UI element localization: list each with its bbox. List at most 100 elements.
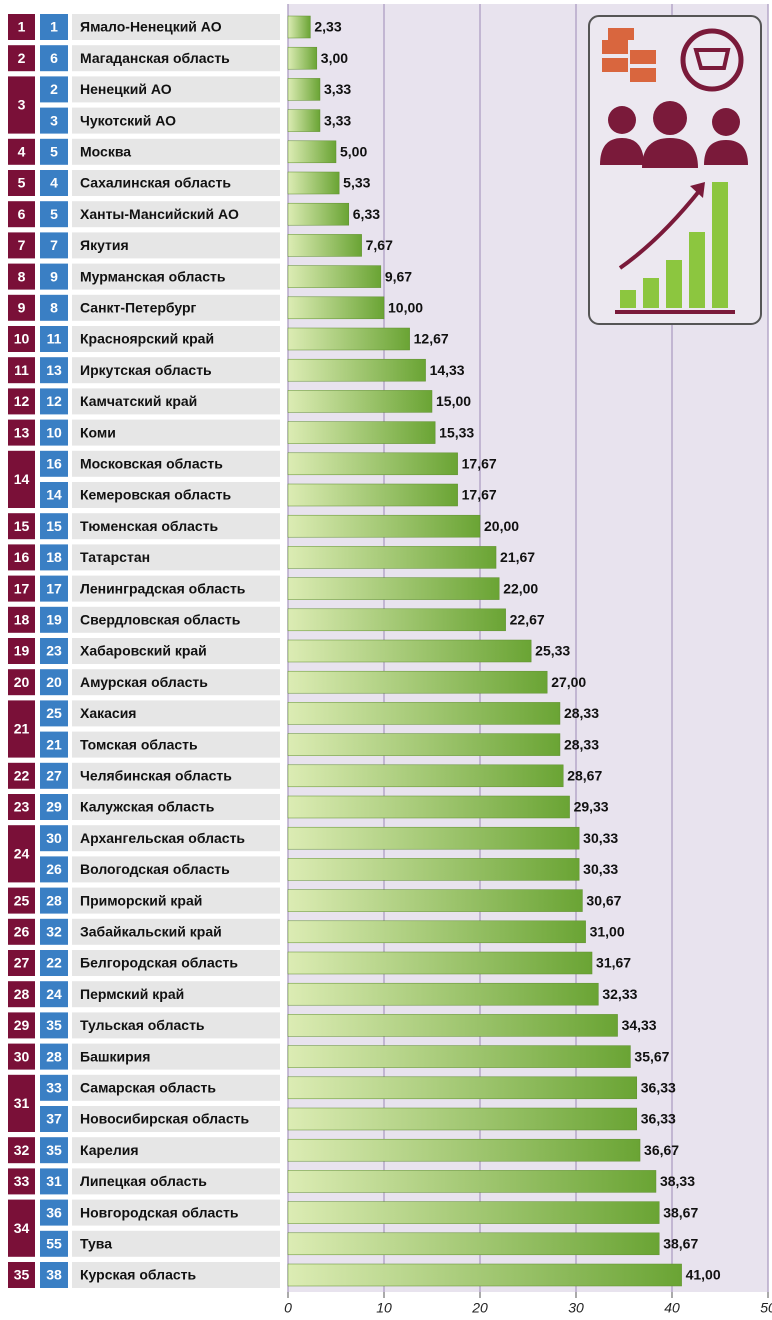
category-label: Камчатский край [80, 393, 197, 409]
value-label: 38,67 [663, 1236, 698, 1252]
value-label: 7,67 [366, 237, 393, 253]
category-label: Сахалинская область [80, 175, 231, 191]
bar [288, 1139, 640, 1161]
value-label: 25,33 [535, 643, 570, 659]
previous-rank: 24 [46, 986, 62, 1002]
value-label: 28,67 [567, 768, 602, 784]
rank: 31 [14, 1095, 30, 1111]
x-tick-label: 20 [471, 1300, 488, 1316]
category-label: Магаданская область [80, 50, 230, 66]
value-label: 10,00 [388, 300, 423, 316]
bar [288, 796, 570, 818]
previous-rank: 38 [46, 1267, 62, 1283]
bar [288, 16, 310, 38]
previous-rank: 27 [46, 768, 62, 784]
previous-rank: 18 [46, 549, 62, 565]
previous-rank: 23 [46, 643, 62, 659]
value-label: 22,67 [510, 612, 545, 628]
category-label: Тува [80, 1236, 112, 1252]
previous-rank: 8 [50, 300, 58, 316]
previous-rank: 22 [46, 955, 62, 971]
category-label: Курская область [80, 1267, 197, 1283]
x-tick-label: 30 [568, 1300, 584, 1316]
rank: 2 [18, 50, 26, 66]
previous-rank: 9 [50, 268, 58, 284]
category-label: Пермский край [80, 986, 184, 1002]
value-label: 14,33 [430, 362, 465, 378]
value-label: 38,33 [660, 1173, 695, 1189]
rank: 10 [14, 331, 30, 347]
value-label: 12,67 [414, 331, 449, 347]
value-label: 36,67 [644, 1142, 679, 1158]
previous-rank: 36 [46, 1204, 62, 1220]
category-label: Тульская область [80, 1017, 205, 1033]
rank: 12 [14, 393, 30, 409]
rank: 34 [14, 1220, 30, 1236]
bar [288, 578, 499, 600]
previous-rank: 31 [46, 1173, 62, 1189]
previous-rank: 15 [46, 518, 62, 534]
value-label: 9,67 [385, 268, 412, 284]
rank: 18 [14, 612, 30, 628]
rank: 23 [14, 799, 30, 815]
rank: 19 [14, 643, 30, 659]
bar [288, 141, 336, 163]
previous-rank: 3 [50, 112, 58, 128]
bar [288, 546, 496, 568]
rank: 32 [14, 1142, 30, 1158]
value-label: 31,00 [590, 924, 625, 940]
previous-rank: 25 [46, 705, 62, 721]
category-label: Амурская область [80, 674, 208, 690]
bar [288, 765, 563, 787]
value-label: 3,00 [321, 50, 348, 66]
previous-rank: 33 [46, 1080, 62, 1096]
value-label: 30,67 [586, 892, 621, 908]
value-label: 36,33 [641, 1111, 676, 1127]
value-label: 3,33 [324, 112, 351, 128]
bar [288, 1264, 682, 1286]
previous-rank: 16 [46, 456, 62, 472]
previous-rank: 5 [50, 206, 58, 222]
value-label: 41,00 [686, 1267, 721, 1283]
previous-rank: 14 [46, 487, 62, 503]
category-label: Якутия [80, 237, 129, 253]
rank: 25 [14, 892, 30, 908]
bar [288, 328, 410, 350]
previous-rank: 11 [47, 331, 62, 347]
x-tick-label: 0 [284, 1300, 292, 1316]
chart: 01020304050 1234567891011121314151617181… [0, 0, 772, 1320]
category-label: Хакасия [80, 705, 136, 721]
rank: 28 [14, 986, 30, 1002]
value-label: 6,33 [353, 206, 380, 222]
rank: 20 [14, 674, 30, 690]
previous-rank: 5 [50, 144, 58, 160]
bar [288, 297, 384, 319]
rank: 22 [14, 768, 30, 784]
category-label: Забайкальский край [80, 924, 222, 940]
category-label: Ямало-Ненецкий АО [80, 19, 222, 35]
previous-rank: 20 [46, 674, 62, 690]
bar [288, 484, 458, 506]
category-label: Ленинградская область [80, 580, 246, 596]
category-label: Новгородская область [80, 1204, 239, 1220]
rank: 13 [14, 424, 30, 440]
category-label: Санкт-Петербург [80, 300, 197, 316]
category-label: Хабаровский край [80, 643, 207, 659]
value-label: 31,67 [596, 955, 631, 971]
category-label: Самарская область [80, 1080, 216, 1096]
value-label: 28,33 [564, 736, 599, 752]
previous-rank: 28 [46, 1048, 62, 1064]
bar [288, 172, 339, 194]
bar [288, 203, 349, 225]
category-label: Москва [80, 144, 131, 160]
bar [288, 1202, 659, 1224]
rank: 30 [14, 1048, 30, 1064]
value-label: 38,67 [663, 1204, 698, 1220]
value-label: 30,33 [583, 861, 618, 877]
previous-rank: 6 [50, 50, 58, 66]
bar [288, 422, 435, 444]
bar [288, 1108, 637, 1130]
rank: 26 [14, 924, 30, 940]
rank: 16 [14, 549, 30, 565]
value-label: 20,00 [484, 518, 519, 534]
